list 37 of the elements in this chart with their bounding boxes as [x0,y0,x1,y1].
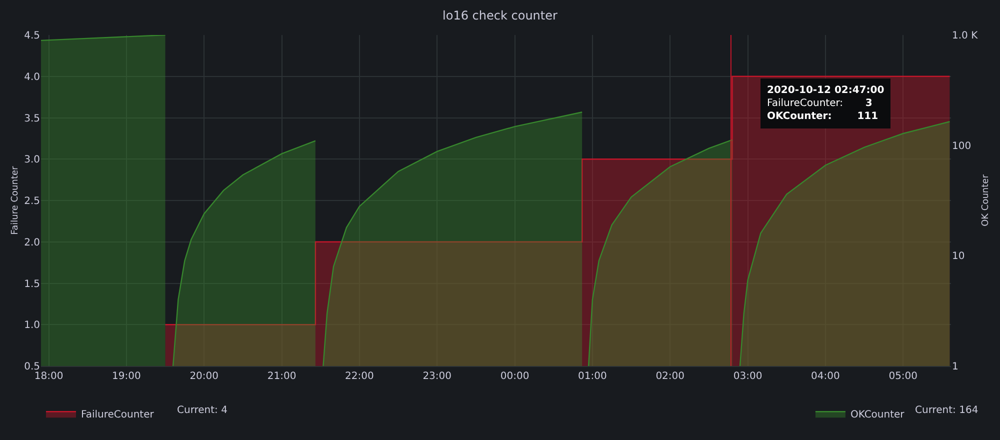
text: Current: 4 [177,405,228,416]
y2-axis-title: OK Counter [980,174,991,226]
x-tick-label: 03:00 [733,371,762,382]
y-tick-label: 4.5 [24,30,40,42]
annotation: 111 [857,111,878,122]
annotation: 2020-10-12 02:47:00 [767,85,884,96]
x-tick-label: 20:00 [190,371,219,382]
y2-tick-label: 100 [952,140,972,152]
y2-tick-label: 1.0 K [952,30,978,42]
y2-tick-label: 10 [952,251,965,262]
y-tick-label: 2.5 [24,196,40,207]
chart-title: lo16 check counter [442,8,558,22]
y-tick-label: 2.0 [24,237,40,248]
y2-tick-label: 1 [952,362,958,372]
x-tick-label: 21:00 [267,371,296,382]
x-tick-label: 18:00 [34,371,64,382]
x-tick-label: 04:00 [811,371,840,382]
x-tick-label: 01:00 [578,371,607,382]
annotation: OKCounter: [767,111,832,122]
y-axis-title: Failure Counter [10,166,20,235]
y-tick-label: 4.0 [24,72,40,83]
y-tick-label: 1.5 [24,278,40,290]
annotation: 3 [865,98,872,109]
y-tick-label: 0.5 [24,362,40,372]
x-tick-label: 23:00 [422,371,452,382]
annotation: FailureCounter: [767,98,844,109]
x-tick-label: 19:00 [112,371,141,382]
x-tick-label: 02:00 [656,371,685,382]
x-tick-label: 22:00 [345,371,374,382]
y-tick-label: 1.0 [24,320,40,332]
legend-label: FailureCounter [81,410,155,420]
legend-label: OKCounter [850,410,906,420]
y-tick-label: 3.0 [24,154,40,166]
x-tick-label: 00:00 [500,371,530,382]
text: Current: 164 [915,405,978,416]
x-tick-label: 05:00 [888,371,918,382]
y-tick-label: 3.5 [24,113,40,124]
